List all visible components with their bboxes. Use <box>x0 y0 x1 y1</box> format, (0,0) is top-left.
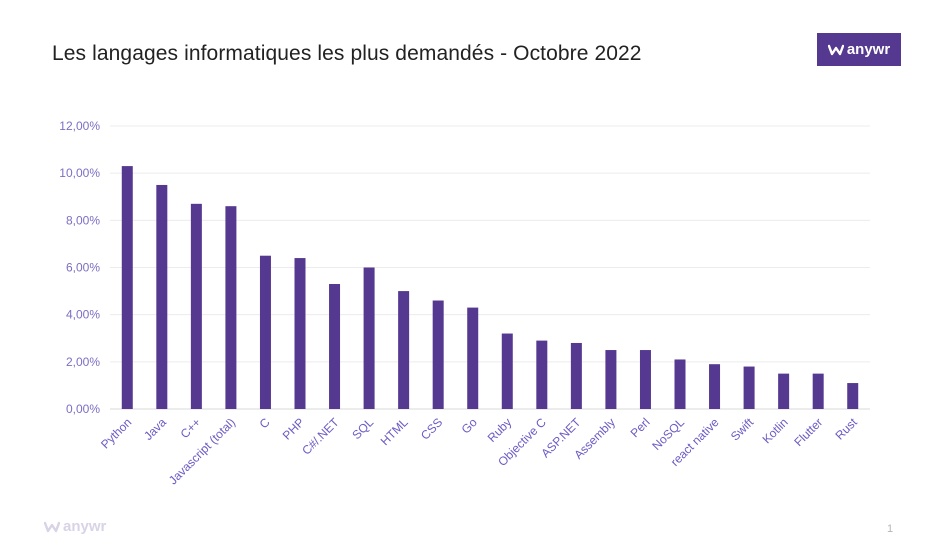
bar-python <box>121 166 133 409</box>
bar-perl <box>639 350 651 409</box>
x-category-label: Rust <box>832 415 860 443</box>
y-tick-label: 12,00% <box>59 119 100 133</box>
x-category-label: Go <box>459 415 480 436</box>
y-tick-label: 0,00% <box>66 402 100 416</box>
anywr-logo-icon <box>827 44 844 55</box>
bar-swift <box>743 366 755 409</box>
y-tick-label: 2,00% <box>66 355 100 369</box>
bar-react-native <box>709 364 721 409</box>
bar-c-net <box>329 284 341 409</box>
bar-javascript-total- <box>225 206 237 409</box>
brand-name: anywr <box>846 41 891 58</box>
x-category-label: Flutter <box>791 415 825 449</box>
x-category-label: Kotlin <box>760 415 791 446</box>
x-category-label: SQL <box>349 415 376 442</box>
x-category-label: Python <box>98 415 134 451</box>
bar-css <box>432 300 444 409</box>
bar-asp-net <box>570 342 582 409</box>
x-category-label: C++ <box>178 415 204 441</box>
bar-go <box>467 307 479 409</box>
x-category-label: Java <box>141 415 169 443</box>
footer-logo: anywr <box>44 518 106 535</box>
x-category-label: Swift <box>728 415 757 444</box>
x-category-label: Ruby <box>485 415 515 445</box>
y-tick-label: 8,00% <box>66 213 100 227</box>
brand-logo: anywr <box>817 33 901 66</box>
x-category-label: C#/.NET <box>299 415 342 458</box>
y-tick-label: 6,00% <box>66 261 100 275</box>
x-category-label: C <box>257 415 273 431</box>
x-category-label: Perl <box>628 415 653 440</box>
slide-title: Les langages informatiques les plus dema… <box>52 42 642 65</box>
bar-sql <box>363 267 375 409</box>
x-category-label: CSS <box>418 415 445 442</box>
bar-c- <box>190 203 202 409</box>
bar-kotlin <box>778 373 790 409</box>
footer-brand-name: anywr <box>63 518 107 535</box>
bar-html <box>398 291 410 409</box>
page-number: 1 <box>887 523 894 535</box>
bar-nosql <box>674 359 686 409</box>
y-tick-label: 10,00% <box>59 166 100 180</box>
bar-php <box>294 258 306 409</box>
y-tick-label: 4,00% <box>66 308 100 322</box>
bar-objective-c <box>536 340 548 409</box>
x-category-label: PHP <box>280 415 307 442</box>
bar-rust <box>847 383 859 409</box>
bar-flutter <box>812 373 824 409</box>
x-category-label: HTML <box>378 415 411 448</box>
bar-c <box>259 255 271 409</box>
bar-ruby <box>501 333 513 409</box>
bar-assembly <box>605 350 617 409</box>
bar-java <box>156 184 168 409</box>
anywr-logo-icon <box>44 521 60 532</box>
